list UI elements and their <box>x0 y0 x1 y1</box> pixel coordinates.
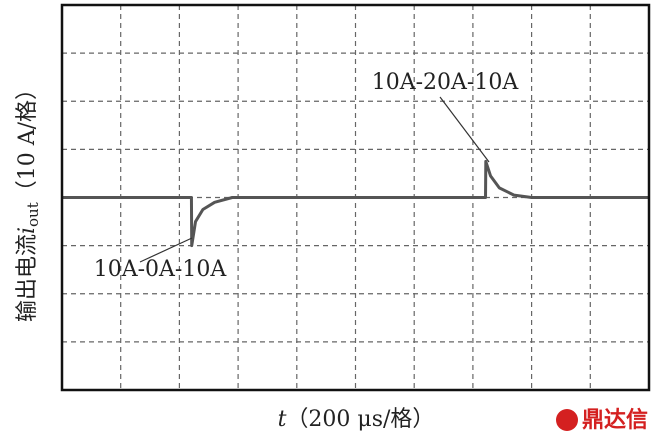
watermark-logo <box>556 409 578 431</box>
plot-frame <box>60 3 651 392</box>
y-label-text: 输出电流 <box>15 234 40 322</box>
y-label-symbol: i <box>15 227 40 234</box>
x-axis-label: t（200 μs/格） <box>278 407 435 432</box>
y-label-subscript: out <box>24 202 42 227</box>
annotation: 10A-20A-10A <box>372 70 520 95</box>
annotation-leader <box>439 96 490 163</box>
annotation: 10A-0A-10A <box>94 257 228 282</box>
annotation-leader <box>139 237 193 263</box>
y-axis-label: 输出电流iout（10 A/格） <box>15 78 42 322</box>
trace <box>62 159 649 248</box>
watermark: 鼎达信 <box>582 407 648 433</box>
y-label-unit: （10 A/格） <box>15 78 40 202</box>
plot-area <box>62 5 649 390</box>
x-label-symbol: t <box>278 407 287 432</box>
x-label-unit: （200 μs/格） <box>286 407 434 432</box>
